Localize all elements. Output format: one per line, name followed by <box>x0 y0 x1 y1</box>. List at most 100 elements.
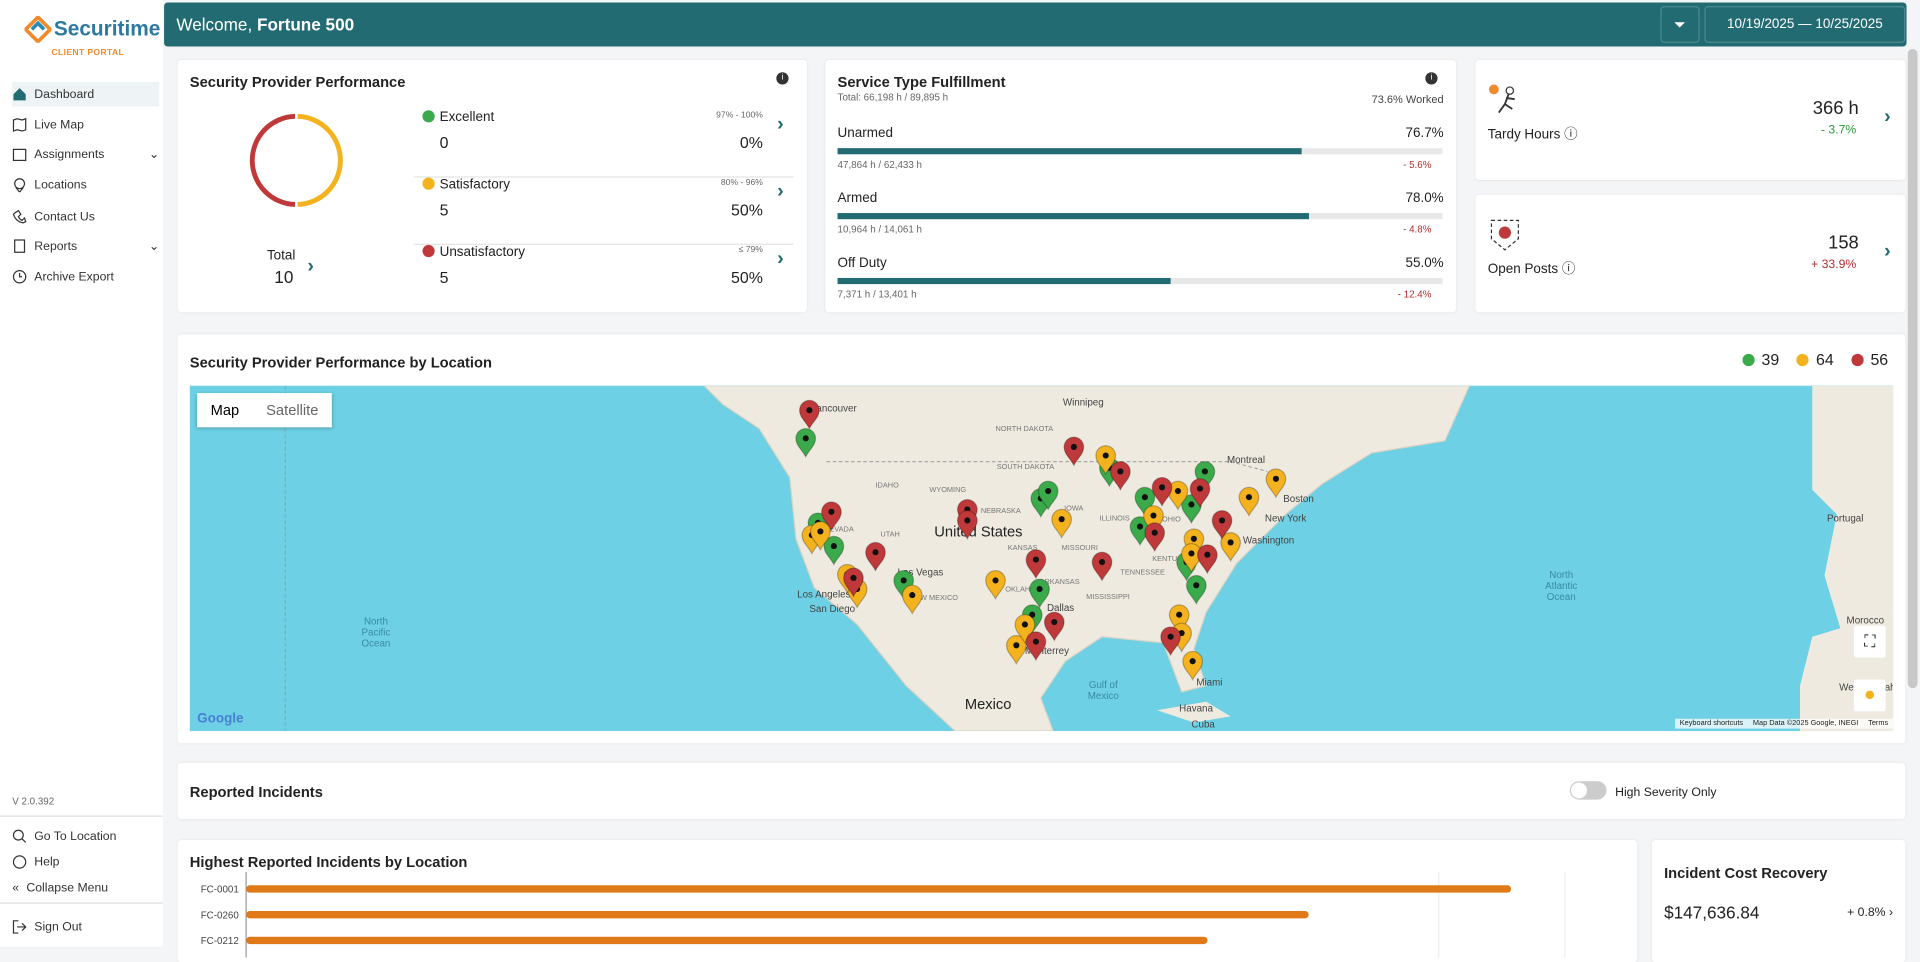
service-pct: 76.7% <box>1405 126 1444 141</box>
pin <box>1037 480 1059 511</box>
row-link: › <box>777 248 784 270</box>
toggle[interactable] <box>1569 781 1607 800</box>
date-range[interactable]: 10/19/2025 — 10/25/2025 <box>1704 6 1906 43</box>
status-pct: 50% <box>730 200 763 220</box>
scrollbar[interactable] <box>1907 48 1918 689</box>
map-label: United States <box>934 522 1023 541</box>
y-tick-label: FC-0260 <box>201 910 240 921</box>
tardy-icon <box>1488 84 1515 114</box>
posts-change: + 33.9% <box>1811 258 1857 272</box>
pin <box>1005 634 1027 666</box>
nav-item[interactable]: Contact Us <box>12 204 159 228</box>
pin <box>1168 604 1190 635</box>
map-button[interactable]: Map <box>210 401 240 419</box>
filter-button[interactable]: ⏷ <box>1660 6 1700 43</box>
brand-tag: CLIENT PORTAL <box>51 48 125 58</box>
map-label: Havana <box>1179 702 1213 714</box>
attr[interactable]: Terms <box>1868 720 1889 728</box>
nav-item[interactable]: Assignments ⌄ <box>12 142 159 166</box>
map-label: Las Vegas <box>897 566 944 578</box>
fullscreen[interactable]: ⛶ <box>1853 625 1886 658</box>
service-change: - 5.6% <box>1403 159 1432 171</box>
nav-label: Sign Out <box>34 920 82 934</box>
posts-link[interactable]: › <box>1884 241 1891 263</box>
cost-change: + 0.8% › <box>1847 906 1894 920</box>
service-name: Unarmed <box>837 126 893 141</box>
pin <box>1134 486 1156 517</box>
sidebar: Securitime CLIENT PORTAL Dashboard Live … <box>0 0 163 947</box>
map-label: Portugal <box>1826 513 1864 525</box>
map-label: Miami <box>1196 677 1223 689</box>
map-label: KANSAS <box>1007 544 1038 553</box>
card-title: Reported Incidents <box>189 783 323 801</box>
map-label: San Diego <box>809 603 856 615</box>
map-label: ILLINOIS <box>1099 515 1130 523</box>
info-icon[interactable]: i <box>776 72 789 85</box>
pin <box>1144 522 1166 553</box>
map-button[interactable]: Satellite <box>266 401 319 419</box>
pin-dot <box>992 577 999 584</box>
pin <box>1160 626 1182 657</box>
map[interactable]: Winnipeg Montreal Boston New York Washington… <box>189 385 1894 732</box>
pin <box>956 510 978 541</box>
pin-dot <box>1188 550 1195 557</box>
map-label: TENNESSEE <box>1120 569 1165 577</box>
nav-label: Live Map <box>34 118 84 132</box>
pin-dot <box>1158 484 1166 491</box>
pin <box>1051 508 1073 539</box>
map-label: Morocco <box>1846 614 1885 626</box>
map-label: North Atlantic Ocean <box>1545 569 1578 603</box>
pin-dot <box>1201 468 1208 475</box>
pin-dot <box>1150 512 1157 519</box>
donut-segment <box>297 113 343 207</box>
pin <box>1189 478 1211 509</box>
footer-nav[interactable]: Sign Out <box>12 915 159 939</box>
pin-dot <box>909 592 916 599</box>
map-label: NEBRASKA <box>980 508 1021 516</box>
map-legend: 39 64 56 <box>1741 350 1888 369</box>
status-range: 80% - 96% <box>720 178 763 188</box>
footer-nav[interactable]: Go To Location <box>12 824 159 848</box>
performance-row: Satisfactory 5 80% - 96% 50% › <box>413 176 794 245</box>
tardy-value: 366 h <box>1812 97 1859 119</box>
pin-dot <box>850 574 857 582</box>
footer-nav[interactable]: «Collapse Menu <box>12 881 109 895</box>
tardy-link[interactable]: › <box>1884 106 1891 128</box>
nav-label: Contact Us <box>34 210 95 224</box>
nav-item[interactable]: Dashboard <box>12 82 160 107</box>
map-label: IOWA <box>1064 505 1084 514</box>
pin <box>1211 510 1233 541</box>
nav-item[interactable]: Locations <box>12 173 159 197</box>
brand: Securitime <box>53 17 161 41</box>
service-change: - 12.4% <box>1397 288 1432 301</box>
pin-dot <box>1174 487 1182 495</box>
pin-dot <box>1245 494 1253 501</box>
google-logo: Google <box>197 711 244 727</box>
progress-fill <box>837 277 1171 285</box>
tardy-change: - 3.7% <box>1820 123 1857 138</box>
pin-dot <box>1141 494 1148 501</box>
map-label: Mexico <box>964 695 1012 713</box>
pin <box>795 427 817 459</box>
footer-nav[interactable]: Help <box>12 850 159 874</box>
map-label: ARKANSAS <box>1039 579 1080 587</box>
total-link[interactable]: › <box>307 255 314 277</box>
map-label: Dallas <box>1046 602 1075 614</box>
pin <box>901 584 923 615</box>
map-label: NEW MEXICO <box>909 595 958 603</box>
pin <box>985 570 1006 601</box>
pin <box>1220 532 1242 563</box>
nav-label: Collapse Menu <box>26 881 109 895</box>
pin-dot <box>1029 611 1036 618</box>
attr[interactable]: Keyboard shortcuts <box>1679 720 1744 728</box>
pin-dot <box>1032 638 1039 645</box>
pegman[interactable]: ● <box>1853 679 1886 712</box>
nav-item[interactable]: Archive Export <box>12 264 159 288</box>
fulfillment-card: Service Type Fulfillment Total: 66,198 h… <box>825 60 1456 313</box>
nav-item[interactable]: Reports ⌄ <box>12 234 159 258</box>
nav-item[interactable]: Live Map <box>12 113 159 137</box>
info-icon[interactable]: i <box>1425 72 1438 85</box>
logo <box>24 15 52 43</box>
pin-dot <box>817 528 824 535</box>
